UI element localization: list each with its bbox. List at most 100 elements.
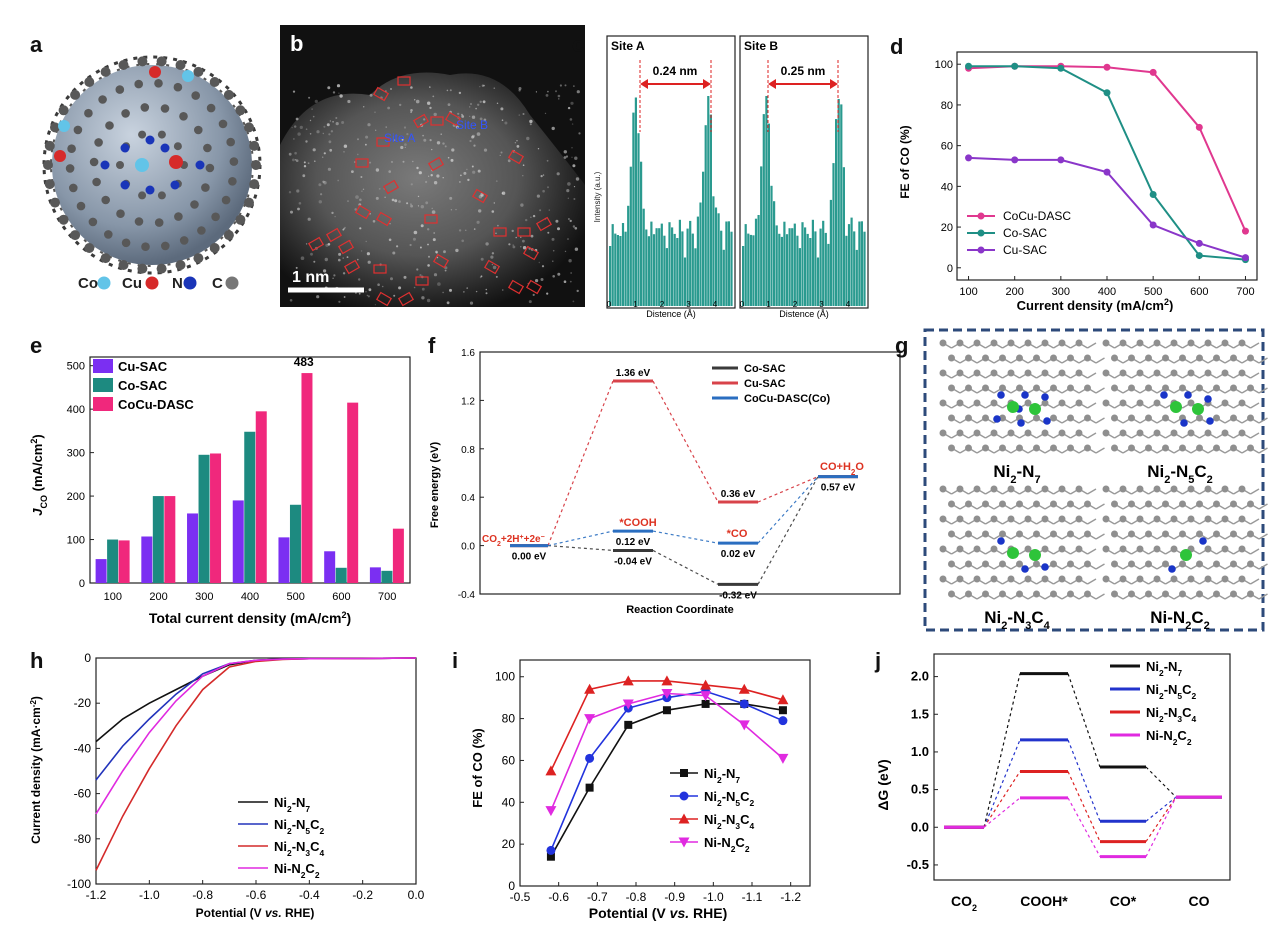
g-carbon: [1119, 575, 1127, 583]
g-carbon: [1024, 545, 1032, 553]
speck: [357, 258, 359, 261]
g-bond: [1258, 593, 1268, 600]
g-carbon: [1238, 369, 1246, 377]
panel-i: i FE of CO (%) Potential (V vs. RHE) 0 20…: [440, 640, 850, 947]
i-frame: [519, 659, 811, 887]
speck: [431, 207, 433, 210]
g-carbon: [1170, 545, 1178, 553]
carbon-atom: [58, 214, 69, 225]
i-point: [622, 699, 634, 710]
g-carbon: [1033, 354, 1040, 362]
legend-label: Ni2-N3C4: [274, 839, 325, 858]
speck: [381, 285, 384, 288]
d-legend-label: CoCu-DASC: [1003, 209, 1071, 223]
g-nitrogen: [1021, 565, 1029, 573]
speck: [522, 239, 525, 243]
site-a-bars: [609, 96, 733, 306]
g-carbon: [1102, 399, 1110, 407]
speck: [495, 232, 497, 234]
speck: [294, 159, 297, 161]
speck: [328, 133, 331, 136]
speck: [398, 200, 401, 203]
g-carbon: [965, 414, 972, 422]
d-xtick-label: 100: [959, 286, 977, 298]
carbon-atom: [69, 183, 78, 193]
f-ylabel: Free energy (eV): [429, 442, 441, 529]
speck: [329, 120, 332, 122]
chart-h: Current density (mA·cm-2) Potential (V v…: [29, 651, 425, 920]
intensity-bar: [624, 231, 627, 306]
g-carbon: [1041, 369, 1049, 377]
speck: [529, 119, 533, 124]
g-carbon: [1041, 575, 1049, 583]
g-carbon: [1196, 530, 1203, 538]
speck: [495, 275, 498, 278]
g-nickel: [1029, 403, 1041, 415]
atom-box: [397, 76, 411, 86]
speck: [410, 111, 412, 114]
g-carbon: [1007, 575, 1015, 583]
d-point: [1195, 252, 1203, 260]
g-carbon: [1102, 369, 1110, 377]
j-connector: [1067, 673, 1101, 768]
speck: [557, 272, 561, 276]
intensity-bar: [722, 249, 725, 306]
speck: [575, 177, 580, 181]
intensity-bar: [707, 96, 710, 306]
c-xlabel-a: Distence (Å): [646, 309, 696, 319]
i-xtick-label: -0.6: [548, 890, 569, 904]
speck: [429, 139, 432, 142]
speck: [469, 106, 471, 108]
d-legend-marker: [977, 246, 985, 254]
speck: [302, 174, 306, 178]
speck: [403, 275, 407, 279]
speck: [472, 170, 476, 174]
g-carbon: [1136, 399, 1144, 407]
atom-box: [507, 149, 525, 165]
g-carbon: [1033, 414, 1040, 422]
g-carbon: [990, 515, 998, 523]
speck: [485, 288, 488, 291]
g-carbon: [1111, 414, 1118, 422]
g-carbon: [1128, 560, 1135, 568]
g-nitrogen: [1180, 419, 1188, 427]
carbon-atom: [157, 191, 166, 200]
g-carbon: [1024, 575, 1032, 583]
speck: [391, 198, 395, 202]
i-xtick-label: -0.9: [664, 890, 685, 904]
g-carbon: [1041, 515, 1049, 523]
g-carbon: [1102, 429, 1110, 437]
atom-box: [376, 137, 390, 147]
speck: [423, 138, 427, 142]
g-carbon: [973, 515, 981, 523]
e-bar: [152, 496, 164, 583]
g-bond: [1250, 432, 1260, 439]
speck: [392, 251, 396, 255]
chart-f: Free energy (eV) Reaction Coordinate CO2…: [429, 348, 901, 616]
carbon-atom: [175, 60, 186, 70]
g-structure-1: Ni2-N5C2: [1102, 339, 1268, 486]
speck: [544, 112, 547, 115]
speck: [572, 164, 576, 168]
intensity-bar: [840, 104, 843, 307]
j-ytick-label: 1.5: [911, 706, 929, 721]
speck: [574, 156, 578, 160]
speck: [457, 112, 460, 115]
g-carbon: [1058, 575, 1066, 583]
g-carbon: [1136, 369, 1144, 377]
g-carbon: [1024, 339, 1032, 347]
carbon-atom: [223, 89, 234, 100]
i-point: [777, 753, 789, 764]
g-nitrogen: [1041, 393, 1049, 401]
carbon-atom: [84, 243, 95, 253]
g-carbon: [1119, 429, 1127, 437]
carbon-atom: [156, 263, 167, 274]
speck: [400, 145, 404, 150]
carbon-atom: [141, 242, 150, 251]
carbon-atom: [140, 103, 150, 112]
speck: [563, 156, 567, 159]
speck: [427, 101, 431, 105]
speck: [358, 278, 361, 281]
g-carbon: [1221, 485, 1229, 493]
carbon-atom: [50, 197, 60, 208]
